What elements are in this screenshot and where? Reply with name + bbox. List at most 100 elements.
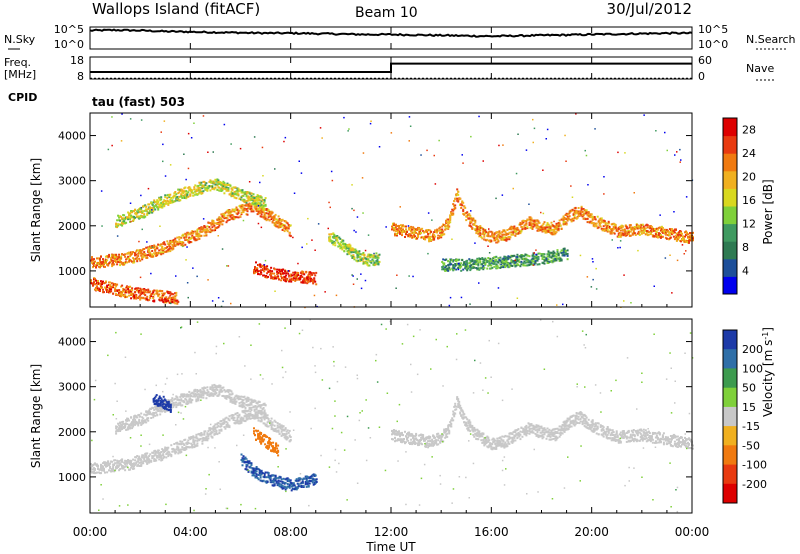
data-point [280, 434, 283, 437]
data-point [119, 259, 122, 262]
data-point [99, 259, 101, 262]
data-point [357, 259, 360, 262]
data-point [552, 250, 555, 253]
data-point [196, 442, 199, 445]
data-point [485, 231, 488, 234]
data-point [445, 227, 448, 230]
data-point [133, 417, 136, 420]
data-point [194, 184, 197, 187]
data-point [676, 232, 679, 235]
data-point [216, 188, 219, 191]
data-point [150, 272, 152, 275]
data-point [249, 412, 252, 415]
data-point [122, 290, 125, 293]
data-point [417, 233, 420, 236]
data-point [207, 279, 209, 281]
data-point [632, 230, 635, 233]
data-point [390, 132, 393, 134]
data-point [307, 274, 310, 277]
data-point [106, 465, 109, 467]
data-point [480, 236, 483, 239]
data-point [140, 423, 143, 426]
data-point [195, 433, 198, 436]
data-point [484, 257, 487, 260]
data-point [375, 261, 378, 264]
data-point [343, 116, 345, 119]
data-point [580, 208, 583, 211]
colorbar-tick-label: 4 [742, 265, 749, 278]
data-point [314, 249, 316, 251]
data-point [177, 242, 180, 245]
data-point [103, 467, 105, 470]
data-point [469, 303, 471, 305]
data-point [231, 216, 234, 219]
data-point [377, 256, 380, 259]
data-point [529, 216, 532, 219]
data-point [672, 235, 675, 238]
data-point [174, 297, 177, 300]
data-point [111, 144, 113, 147]
data-point [224, 184, 227, 187]
data-point [556, 225, 559, 228]
data-point [283, 230, 286, 233]
data-point [124, 294, 127, 297]
data-point [218, 186, 221, 189]
data-point [427, 232, 430, 235]
data-point [286, 270, 289, 273]
data-point [146, 295, 149, 298]
data-point [409, 233, 412, 236]
data-point [522, 264, 525, 267]
data-point [267, 275, 270, 278]
data-point [92, 284, 94, 287]
velocity-scatter-marks [90, 319, 694, 513]
data-point [545, 231, 548, 234]
data-point [260, 196, 263, 199]
data-point [692, 237, 694, 240]
data-point [275, 277, 278, 280]
data-point [491, 266, 494, 269]
data-point [192, 436, 195, 439]
data-point [93, 281, 95, 284]
data-point [622, 232, 625, 235]
data-point [410, 225, 413, 228]
data-point [617, 235, 620, 238]
data-point [136, 256, 139, 259]
data-point [162, 252, 165, 255]
data-point [339, 242, 342, 245]
data-point [150, 295, 153, 297]
data-point [237, 216, 240, 219]
data-point [545, 259, 548, 262]
data-point [194, 193, 197, 196]
data-point [314, 280, 317, 283]
data-point [217, 226, 220, 229]
data-point [469, 261, 472, 264]
data-point [536, 259, 539, 262]
data-point [288, 232, 291, 235]
data-point [255, 202, 258, 205]
data-point [162, 250, 165, 252]
data-point [165, 456, 168, 459]
data-point [100, 472, 102, 475]
data-point [217, 222, 220, 225]
data-point [297, 274, 300, 276]
data-point [550, 259, 553, 262]
data-point [145, 289, 148, 291]
data-point [223, 192, 226, 195]
data-point [362, 260, 365, 263]
data-point [362, 258, 365, 261]
data-point [165, 201, 168, 204]
data-point [257, 270, 260, 273]
data-point [231, 214, 234, 216]
data-point [114, 290, 117, 293]
data-point [564, 134, 566, 137]
data-point [515, 260, 518, 263]
data-point [264, 197, 267, 200]
data-point [391, 225, 393, 228]
data-point [520, 260, 523, 263]
data-point [210, 223, 213, 226]
data-point [138, 418, 141, 421]
data-point [254, 411, 257, 414]
data-point [127, 216, 130, 219]
data-point [637, 232, 640, 235]
data-point [446, 225, 449, 228]
